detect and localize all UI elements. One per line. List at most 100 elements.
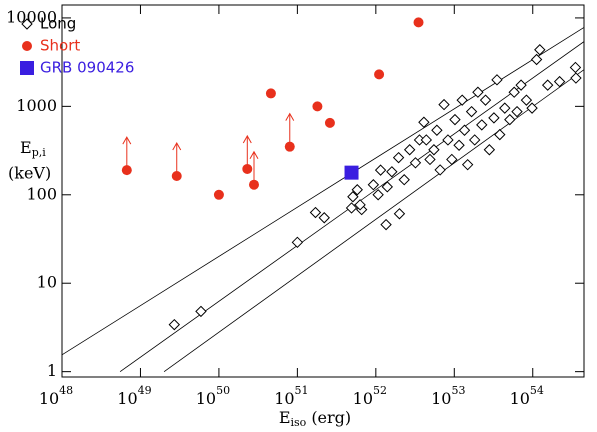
legend-marker [22,41,32,51]
y-tick-label: 1000 [16,96,57,115]
point [242,163,253,174]
point [458,124,471,136]
x-tick-base: 10 [117,389,137,408]
point [424,153,436,166]
limit-arrow-head [242,134,252,144]
point [312,101,323,112]
point [354,199,366,211]
point [453,139,465,151]
point [195,305,207,318]
legend-label: GRB 090426 [40,59,134,77]
y-tick-label: 10000 [6,7,57,26]
x-tick-exponent: 53 [451,384,465,397]
x-tick-label: 1053 [431,384,465,408]
relation-line [163,69,584,372]
point [403,144,416,156]
point [434,164,446,176]
limit-arrow-head [122,136,132,145]
x-tick-base: 10 [510,389,530,408]
point [511,105,523,118]
point [345,202,358,214]
legend-label: Short [40,37,80,55]
x-tick-exponent: 48 [59,384,73,397]
y-label-main: E [20,138,32,157]
point [121,165,132,176]
x-tick-base: 10 [431,389,451,408]
point [508,86,520,98]
point [570,72,582,84]
point [461,158,474,171]
point [418,116,430,128]
point [347,191,359,203]
point [284,141,295,152]
point [479,94,492,106]
point [530,53,543,66]
y-axis-label: Ep,i [20,138,46,160]
x-label-sub: iso [291,416,307,429]
point [386,166,398,178]
point [541,79,554,91]
plot-frame [61,4,585,378]
y-tick-label: 100 [26,184,57,203]
point [168,318,181,331]
x-tick-exponent: 52 [373,384,387,397]
point [431,124,443,136]
x-tick-base: 10 [353,389,373,408]
point [442,134,454,146]
point [291,236,304,249]
x-axis-label: Eiso (erg) [279,408,351,430]
point [553,75,566,88]
limit-arrow-head [285,112,295,121]
point [324,117,335,128]
point [499,102,511,114]
point [483,144,496,156]
point [171,171,182,182]
point [248,179,259,190]
x-tick-label: 1051 [274,384,308,408]
point [398,174,410,186]
x-tick-label: 1048 [39,384,73,408]
point [318,212,330,224]
point [465,105,478,118]
x-tick-exponent: 49 [138,384,152,397]
y-tick-label: 10 [37,273,57,292]
point [534,44,546,56]
relation-line [62,27,584,356]
x-tick-label: 1050 [196,384,230,408]
x-tick-base: 10 [196,389,216,408]
point [438,98,450,111]
point [428,144,440,156]
point [504,113,516,126]
point [526,102,538,114]
x-tick-label: 1054 [510,384,544,408]
y-label-sub: p,i [32,146,47,159]
point [488,112,500,124]
point [515,79,527,91]
y-axis-unit: (keV) [8,164,51,183]
point [392,151,405,164]
point [446,153,458,166]
point [374,69,385,80]
point [381,181,394,193]
point [494,128,506,141]
point [413,17,424,28]
limit-arrow-head [172,142,182,151]
x-tick-exponent: 51 [295,384,309,397]
point [409,157,422,169]
legend-marker [20,61,34,75]
point [472,86,484,98]
point [456,94,468,106]
point [351,184,363,196]
x-tick-exponent: 54 [530,384,544,397]
legend-label: Long [40,15,76,33]
point [449,113,461,126]
point [309,206,322,219]
legend-marker [21,18,33,30]
point [420,134,433,146]
point [374,164,387,176]
point [520,94,533,106]
point [491,74,503,86]
y-tick-label: 1 [47,361,57,380]
point [213,189,224,200]
